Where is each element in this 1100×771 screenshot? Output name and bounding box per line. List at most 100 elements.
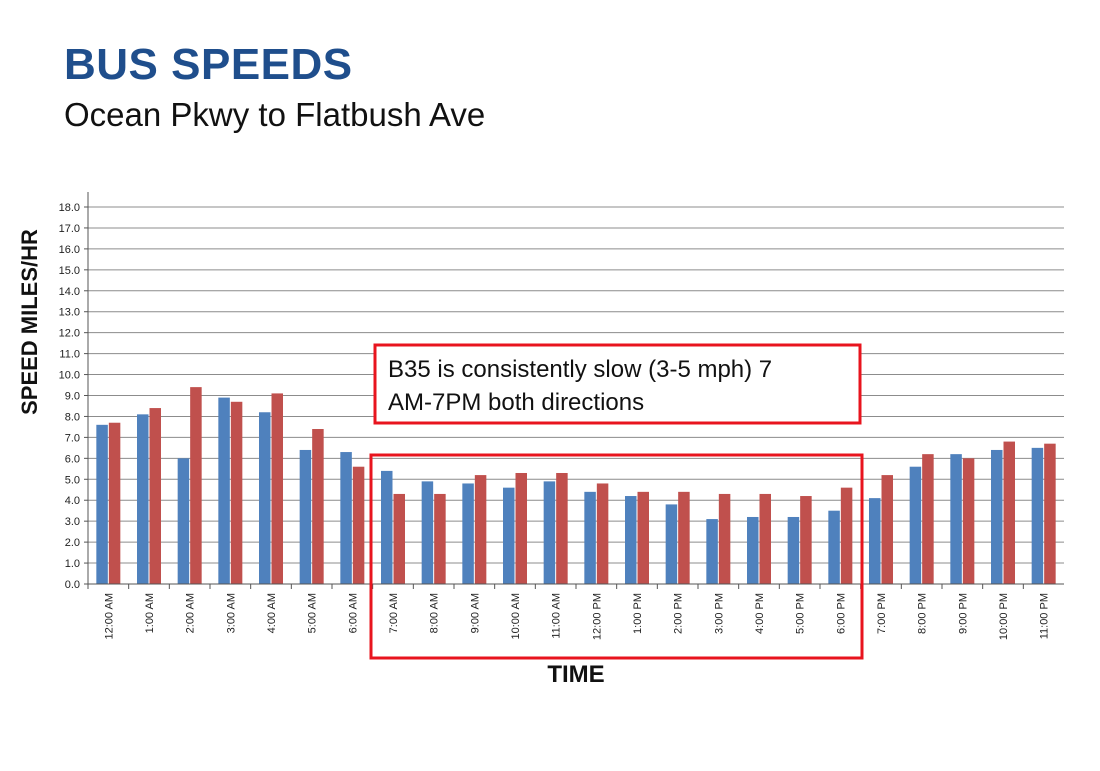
bar-blue xyxy=(909,466,922,584)
x-tick-label: 9:00 PM xyxy=(957,593,969,634)
bar-blue xyxy=(340,452,352,584)
bar-red xyxy=(515,472,527,584)
highlight-box xyxy=(369,453,864,660)
x-tick-label: 11:00 AM xyxy=(551,593,563,639)
gridlines xyxy=(84,206,1064,585)
y-tick-label: 12.0 xyxy=(59,328,80,340)
x-tick-label: 7:00 AM xyxy=(388,593,400,633)
bar-blue xyxy=(137,414,149,584)
bar-blue xyxy=(299,449,312,584)
bar-blue xyxy=(503,487,515,584)
y-tick-label: 4.0 xyxy=(65,495,80,507)
bar-blue xyxy=(543,481,556,584)
x-tick-label: 5:00 PM xyxy=(795,593,807,634)
y-tick-label: 9.0 xyxy=(65,391,80,403)
bar-red xyxy=(108,422,121,584)
page-subtitle: Ocean Pkwy to Flatbush Ave xyxy=(64,96,486,133)
y-tick-label: 11.0 xyxy=(59,349,80,361)
bars xyxy=(96,387,1056,584)
x-tick-labels: 12:00 AM 1:00 AM 2:00 AM 3:00 AM 4:00 AM 5:00… xyxy=(103,593,1050,640)
y-tick-label: 18.0 xyxy=(59,202,80,214)
bar-blue xyxy=(177,458,190,584)
bar-blue xyxy=(584,491,596,584)
y-tick-label: 7.0 xyxy=(65,432,80,444)
bar-red xyxy=(922,454,934,584)
bar-blue xyxy=(828,510,840,584)
bar-red xyxy=(312,429,324,584)
bar-blue xyxy=(259,412,271,584)
bar-red xyxy=(474,475,487,584)
y-tick-label: 15.0 xyxy=(59,265,80,277)
bar-blue xyxy=(625,496,637,584)
y-tick-label: 2.0 xyxy=(65,537,80,549)
bar-red xyxy=(840,487,853,584)
y-tick-label: 16.0 xyxy=(59,244,80,256)
bar-blue xyxy=(381,470,393,584)
bar-blue xyxy=(950,454,962,584)
bar-blue xyxy=(462,483,474,584)
callout-box xyxy=(373,343,862,425)
x-tick-label: 1:00 AM xyxy=(144,593,156,633)
y-tick-label: 14.0 xyxy=(59,286,80,298)
y-tick-label: 1.0 xyxy=(65,558,80,570)
x-tick-label: 6:00 AM xyxy=(347,593,359,633)
bar-red xyxy=(434,493,446,584)
bar-red xyxy=(881,475,893,584)
page-title: BUS SPEEDS xyxy=(64,40,353,89)
y-tick-label: 5.0 xyxy=(65,474,80,486)
bar-red xyxy=(637,491,649,584)
x-tick-label: 10:00 AM xyxy=(510,593,522,639)
x-tick-label: 1:00 PM xyxy=(632,593,644,634)
bar-blue xyxy=(1031,447,1044,584)
bar-red xyxy=(718,493,731,584)
bar-red xyxy=(759,493,771,584)
bar-red xyxy=(556,472,568,584)
bar-blue xyxy=(747,516,759,584)
bar-red xyxy=(1044,443,1056,584)
bar-blue xyxy=(787,516,800,584)
axes xyxy=(87,192,1064,589)
y-tick-label: 17.0 xyxy=(59,223,80,235)
bar-red xyxy=(190,387,202,584)
x-tick-label: 2:00 AM xyxy=(185,593,197,633)
bar-red xyxy=(230,401,243,584)
bar-red xyxy=(352,466,365,584)
bar-red xyxy=(393,493,405,584)
callout-line-1: B35 is consistently slow (3-5 mph) 7 xyxy=(388,356,772,383)
bar-red xyxy=(149,408,161,584)
y-tick-label: 10.0 xyxy=(59,370,80,382)
y-tick-label: 0.0 xyxy=(65,579,80,591)
x-tick-label: 3:00 PM xyxy=(713,593,725,634)
x-tick-label: 4:00 AM xyxy=(266,593,278,633)
bar-red xyxy=(678,491,690,584)
y-tick-label: 13.0 xyxy=(59,307,80,319)
x-tick-label: 6:00 PM xyxy=(835,593,847,634)
x-tick-label: 4:00 PM xyxy=(754,593,766,634)
x-tick-label: 10:00 PM xyxy=(998,593,1010,640)
y-tick-label: 8.0 xyxy=(65,411,80,423)
bar-red xyxy=(962,458,975,584)
y-tick-label: 6.0 xyxy=(65,453,80,465)
y-axis-title: SPEED MILES/HR xyxy=(17,229,42,415)
bar-red xyxy=(1003,441,1015,584)
bar-red xyxy=(271,393,283,584)
callout-line-2: AM-7PM both directions xyxy=(388,389,644,416)
bar-blue xyxy=(991,449,1003,584)
y-tick-label: 3.0 xyxy=(65,516,80,528)
y-tick-labels: 0.0 1.0 2.0 3.0 4.0 5.0 6.0 7.0 8.0 9.0 10.0 11.0 12… xyxy=(59,202,80,591)
x-tick-label: 12:00 AM xyxy=(103,593,115,639)
x-tick-label: 12:00 PM xyxy=(591,593,603,640)
x-tick-label: 8:00 PM xyxy=(917,593,929,634)
x-axis-title: TIME xyxy=(547,661,604,688)
bar-blue xyxy=(421,481,434,584)
x-tick-label: 3:00 AM xyxy=(225,593,237,633)
x-tick-label: 9:00 AM xyxy=(469,593,481,633)
x-tick-label: 7:00 PM xyxy=(876,593,888,634)
bar-blue xyxy=(218,397,230,584)
bar-red xyxy=(800,496,812,584)
x-tick-label: 5:00 AM xyxy=(307,593,319,633)
x-tick-label: 11:00 PM xyxy=(1039,593,1051,639)
bar-blue xyxy=(869,498,881,584)
bar-red xyxy=(596,483,609,584)
